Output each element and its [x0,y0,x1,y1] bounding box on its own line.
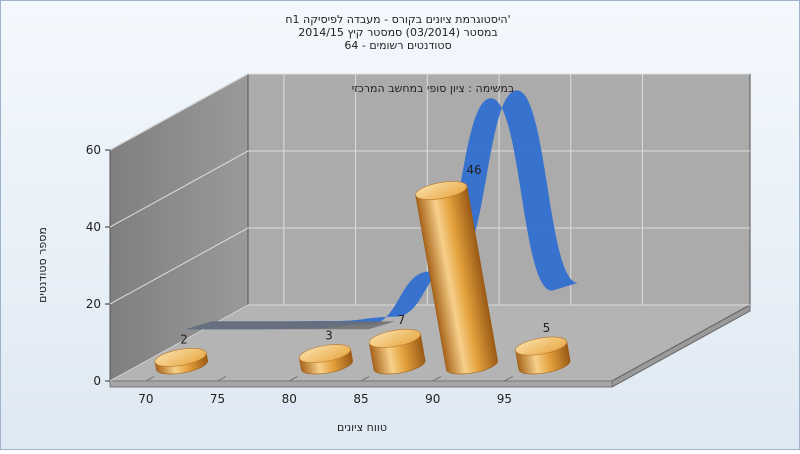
y-tick-label: 40 [86,220,101,234]
chart-title-line-2: במסטר (03/2014) סמסטר קיץ 2014/15 [298,26,498,39]
grid-line-h [109,150,750,228]
floor-tick [504,376,513,382]
chart-title-line-3: סטודנטים רשומים - 64 [344,39,451,52]
y-tick-label: 60 [86,143,101,157]
y-axis-label: מספר סטודנטים [36,227,49,303]
bar-value-label: 2 [180,332,188,346]
normal-curve-ribbon [185,90,578,330]
labels-layer: 0 20 40 60 70 75 80 85 90 95 2 3 7 46 5 [86,143,551,406]
y-tick-label: 20 [86,297,101,311]
bar-value-label: 7 [398,313,406,327]
bar-cap [515,336,568,356]
bar-cap [154,348,207,367]
x-tick-label: 80 [282,392,297,406]
floor-edge-front [109,380,613,388]
bar-value-label: 5 [543,321,551,335]
grid-line-h [109,73,750,151]
x-axis-label: טווח ציונים [337,421,387,434]
bar-value-label: 3 [325,328,333,342]
chart-subtitle: במשימה : ציון סופי במחשב המרכזי [352,82,515,95]
histogram-bar [415,181,498,375]
bar-value-label: 46 [466,163,481,177]
bars-layer [154,181,571,375]
floor-tick [145,376,155,382]
floor-tick [289,376,298,382]
x-tick-label: 75 [210,392,225,406]
curve-tail-shadow [185,321,395,330]
bar-body [415,185,498,375]
bar-cap [299,344,351,364]
x-tick-label: 70 [138,392,153,406]
bar-cap [415,181,468,200]
x-tick-label: 85 [353,392,368,406]
grid-line-h [109,227,750,305]
y-tick-label: 0 [93,374,101,388]
histogram-bar [515,336,571,375]
histogram-bar [299,344,353,375]
floor-tick [432,376,442,382]
bar-cap [368,329,421,348]
grid-line-h [109,304,750,382]
floor-tick [360,376,370,382]
histogram-bar [154,348,208,375]
x-tick-label: 90 [425,392,440,406]
curve-layer [185,90,578,330]
floor-tick [217,376,227,382]
chart-title-line-1: היסטוגרמת ציונים בקורס - מעבדה לפיסיקה 1… [285,13,510,26]
x-tick-label: 95 [497,392,512,406]
histogram-bar [368,329,426,375]
